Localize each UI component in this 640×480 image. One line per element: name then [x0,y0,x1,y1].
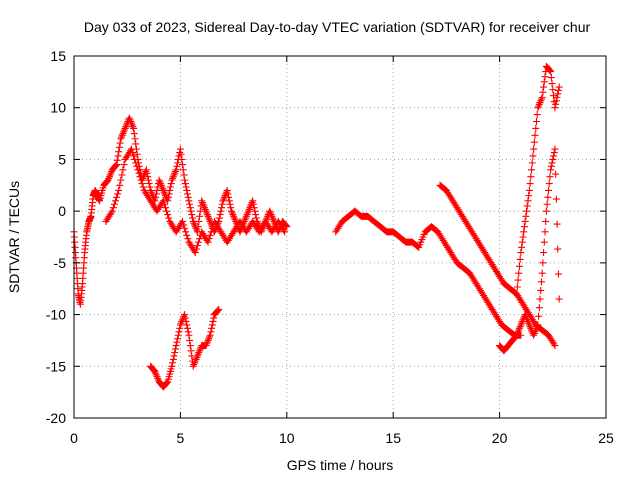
series-arc-6 [496,145,563,355]
x-tick-labels: 0 5 10 15 20 25 [70,430,614,446]
scatter-markers [513,62,563,298]
series-arc-3 [332,207,525,339]
plot-frame [73,55,607,419]
x-tick-label: 0 [70,430,78,446]
scatter-markers [70,114,291,308]
y-tick-label: -20 [46,410,66,426]
y-tick-label: 10 [50,100,66,116]
scatter-markers [102,145,289,257]
y-tick-label: -10 [46,307,66,323]
y-tick-label: -15 [46,358,66,374]
series-arc-2 [147,305,223,391]
scatter-markers [332,207,525,339]
y-tick-label: -5 [54,255,67,271]
y-tick-label: 5 [58,151,66,167]
grid-lines [74,56,606,418]
x-axis-label: GPS time / hours [287,457,394,473]
scatter-markers [436,181,559,350]
y-tick-label: 15 [50,48,66,64]
series-arc-1 [70,114,291,308]
series-arc-4 [436,181,559,350]
chart-title: Day 033 of 2023, Sidereal Day-to-day VTE… [84,19,591,35]
scatter-markers [496,145,563,355]
y-axis-label: SDTVAR / TECUs [6,181,22,293]
scatter-markers [147,305,223,391]
y-tick-labels: -20 -15 -10 -5 0 5 10 15 [46,48,66,426]
data-marks [70,62,563,391]
x-tick-label: 15 [385,430,401,446]
x-tick-label: 25 [598,430,614,446]
x-tick-label: 10 [279,430,295,446]
y-tick-label: 0 [58,203,66,219]
x-tick-label: 5 [177,430,185,446]
x-tick-label: 20 [492,430,508,446]
series-arc-5 [513,62,563,298]
series-arc-1b [102,145,289,257]
axis-ticks [73,55,607,419]
